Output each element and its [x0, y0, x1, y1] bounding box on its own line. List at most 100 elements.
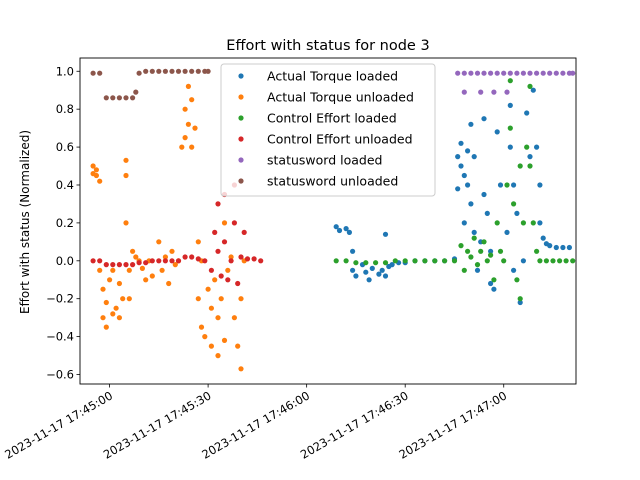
legend-label: Actual Torque loaded	[267, 69, 398, 84]
data-point	[373, 260, 379, 266]
data-point	[458, 140, 464, 146]
data-point	[501, 70, 507, 76]
data-point	[130, 95, 136, 101]
data-point	[553, 244, 559, 251]
data-point	[471, 154, 477, 160]
data-point	[225, 277, 231, 283]
data-point	[455, 186, 461, 192]
data-point	[143, 277, 149, 283]
plot-frame	[79, 57, 577, 385]
data-point	[238, 254, 244, 260]
data-point	[228, 254, 234, 260]
y-tick-label: −0.4	[46, 330, 74, 344]
data-point	[149, 258, 155, 264]
data-point	[107, 277, 113, 283]
data-point	[402, 258, 408, 264]
data-point	[143, 260, 149, 266]
data-point	[468, 70, 474, 76]
data-point	[208, 343, 214, 349]
series-2	[333, 78, 576, 302]
data-point	[501, 258, 507, 264]
data-point	[517, 299, 523, 306]
legend-label: Actual Torque unloaded	[267, 90, 414, 105]
data-point	[458, 163, 464, 169]
data-point	[455, 154, 461, 160]
data-point	[382, 260, 389, 266]
data-point	[474, 262, 481, 268]
data-point	[175, 68, 182, 74]
data-point	[110, 95, 116, 101]
data-point	[488, 248, 494, 254]
data-point	[346, 229, 352, 235]
data-point	[465, 248, 471, 254]
data-point	[510, 267, 517, 273]
legend-box	[220, 63, 436, 197]
data-point	[432, 258, 438, 264]
data-point	[110, 267, 116, 273]
data-point	[238, 296, 244, 302]
data-point	[231, 220, 237, 226]
data-point	[195, 239, 201, 245]
data-point	[228, 258, 234, 264]
data-point	[534, 70, 540, 76]
data-point	[458, 243, 464, 249]
data-point	[461, 267, 467, 273]
data-point	[353, 260, 359, 266]
data-point	[169, 248, 175, 254]
data-point	[488, 280, 494, 287]
data-point	[218, 273, 224, 279]
data-point	[103, 324, 109, 330]
data-point	[507, 102, 513, 108]
data-point	[412, 258, 418, 264]
data-point	[212, 277, 218, 283]
data-point	[537, 258, 543, 264]
series-4	[455, 70, 576, 95]
y-tick-label: −0.6	[46, 368, 74, 382]
data-point	[530, 220, 536, 226]
data-point	[202, 258, 208, 264]
data-point	[238, 366, 244, 372]
data-point	[130, 248, 136, 254]
y-tick-label: 1.0	[56, 64, 74, 78]
data-point	[113, 305, 119, 311]
data-point	[126, 296, 132, 302]
data-point	[212, 229, 218, 235]
y-tick-label: 0.4	[56, 178, 74, 192]
data-point	[156, 258, 162, 264]
data-point	[369, 265, 375, 271]
data-point	[524, 110, 530, 116]
data-point	[540, 235, 546, 241]
data-point	[471, 235, 477, 241]
data-point	[530, 87, 536, 93]
legend-marker	[238, 73, 244, 79]
data-point	[97, 258, 103, 264]
data-point	[514, 277, 520, 283]
data-point	[520, 70, 527, 76]
data-point	[543, 258, 550, 264]
data-point	[570, 258, 576, 264]
data-point	[162, 68, 168, 74]
legend-marker	[238, 136, 244, 142]
data-point	[189, 144, 195, 150]
data-point	[461, 89, 467, 95]
data-point	[534, 248, 540, 254]
data-point	[510, 182, 517, 188]
y-tick-label: 0.0	[56, 254, 74, 268]
data-point	[215, 201, 221, 207]
data-point	[488, 70, 494, 76]
data-point	[527, 70, 533, 76]
data-point	[481, 116, 487, 122]
data-point	[149, 273, 155, 279]
data-point	[461, 70, 467, 76]
data-point	[343, 258, 349, 264]
data-point	[182, 135, 188, 141]
data-point	[363, 269, 369, 275]
data-point	[195, 296, 201, 302]
data-point	[527, 163, 533, 169]
data-point	[139, 265, 145, 271]
data-point	[553, 70, 559, 76]
legend-label: Control Effort unloaded	[267, 132, 413, 147]
data-point	[343, 226, 349, 232]
data-point	[133, 89, 139, 95]
data-point	[563, 258, 569, 264]
